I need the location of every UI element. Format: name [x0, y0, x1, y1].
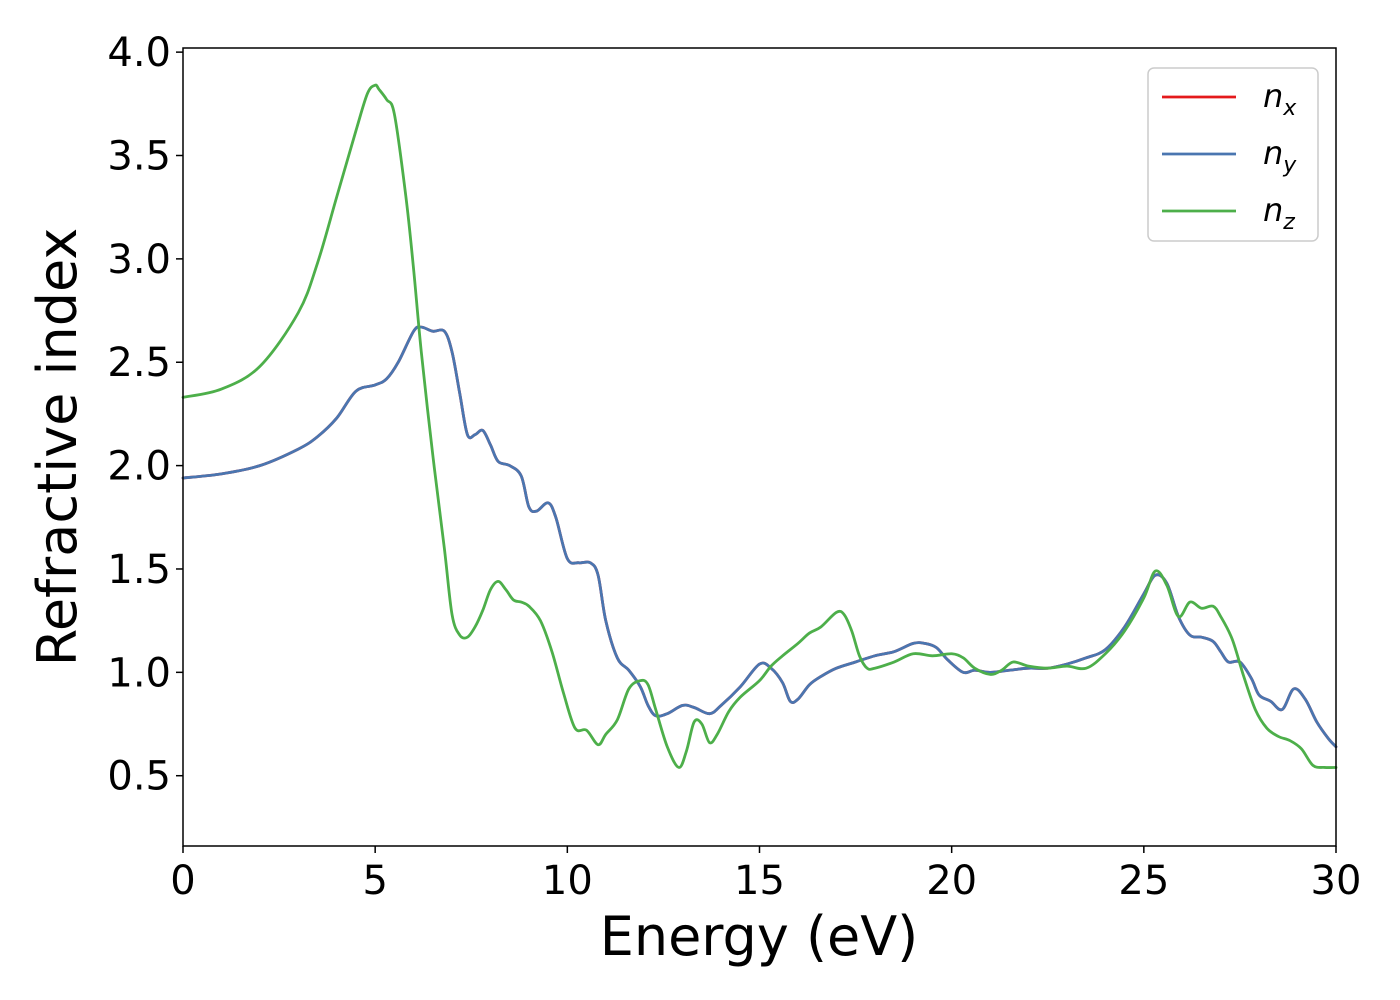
x-tick-label: 0 — [170, 858, 195, 904]
x-axis-ticks: 0 5 10 15 20 25 30 — [170, 846, 1361, 904]
x-tick-label: 25 — [1118, 858, 1169, 904]
y-tick-label: 2.0 — [107, 444, 171, 490]
y-axis-ticks: 0.5 1.0 1.5 2.0 2.5 3.0 3.5 4.0 — [107, 30, 183, 800]
y-axis-title: Refractive index — [26, 228, 89, 667]
y-tick-label: 3.0 — [107, 237, 171, 283]
x-tick-label: 15 — [734, 858, 785, 904]
x-tick-label: 30 — [1311, 858, 1362, 904]
y-tick-label: 2.5 — [107, 340, 171, 386]
series-line-n-z — [181, 83, 1338, 769]
series-layer — [181, 83, 1338, 769]
y-tick-label: 1.0 — [107, 650, 171, 696]
series-line-n-y — [181, 325, 1338, 749]
x-axis-title: Energy (eV) — [600, 905, 919, 968]
y-tick-label: 4.0 — [107, 30, 171, 76]
y-tick-label: 1.5 — [107, 547, 171, 593]
x-tick-label: 10 — [542, 858, 593, 904]
x-tick-label: 5 — [362, 858, 387, 904]
y-tick-label: 0.5 — [107, 754, 171, 800]
y-tick-label: 3.5 — [107, 134, 171, 180]
x-tick-label: 20 — [926, 858, 977, 904]
